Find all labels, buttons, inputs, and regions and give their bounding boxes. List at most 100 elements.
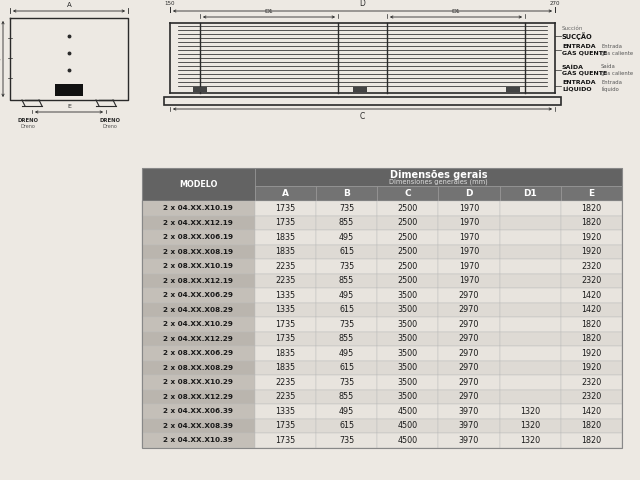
- Text: Saída: Saída: [601, 64, 616, 70]
- Bar: [55, 84, 83, 96]
- Bar: [316, 317, 377, 332]
- Text: 1820: 1820: [581, 334, 602, 343]
- Bar: [377, 302, 438, 317]
- Bar: [316, 419, 377, 433]
- Bar: [377, 259, 438, 274]
- Text: Entrada: Entrada: [601, 45, 622, 49]
- Text: 2235: 2235: [275, 276, 296, 285]
- Bar: [500, 244, 561, 259]
- Text: 1735: 1735: [275, 320, 296, 329]
- Text: 2 x 08.XX.X08.19: 2 x 08.XX.X08.19: [163, 249, 234, 255]
- Text: 2970: 2970: [459, 349, 479, 358]
- Bar: [438, 419, 500, 433]
- Text: 1970: 1970: [459, 262, 479, 271]
- Text: 1335: 1335: [275, 407, 296, 416]
- Text: 1320: 1320: [520, 407, 540, 416]
- Bar: [500, 186, 561, 201]
- Text: LÍQUIDO: LÍQUIDO: [562, 86, 591, 92]
- Bar: [500, 216, 561, 230]
- Bar: [500, 274, 561, 288]
- Text: 3970: 3970: [459, 421, 479, 430]
- Text: B: B: [343, 189, 350, 198]
- Text: 2 x 08.XX.X12.19: 2 x 08.XX.X12.19: [163, 278, 234, 284]
- Text: 2320: 2320: [581, 276, 602, 285]
- Bar: [377, 332, 438, 346]
- Bar: [142, 168, 255, 201]
- Bar: [500, 332, 561, 346]
- Bar: [438, 375, 500, 389]
- Text: 2 x 04.XX.X06.39: 2 x 04.XX.X06.39: [163, 408, 234, 414]
- Bar: [377, 433, 438, 447]
- Text: 2500: 2500: [397, 233, 418, 242]
- Bar: [377, 375, 438, 389]
- Text: 2970: 2970: [459, 363, 479, 372]
- Text: D1: D1: [524, 189, 537, 198]
- Text: 615: 615: [339, 421, 354, 430]
- Text: 1920: 1920: [581, 349, 602, 358]
- Bar: [316, 186, 377, 201]
- Text: 3500: 3500: [397, 349, 418, 358]
- Bar: [255, 317, 316, 332]
- Text: 2 x 04.XX.X08.29: 2 x 04.XX.X08.29: [163, 307, 234, 313]
- Text: DRENO: DRENO: [99, 118, 120, 123]
- Text: E: E: [588, 189, 595, 198]
- Bar: [377, 317, 438, 332]
- Text: 735: 735: [339, 204, 354, 213]
- Text: DRENO: DRENO: [17, 118, 38, 123]
- Text: A: A: [282, 189, 289, 198]
- Text: 1970: 1970: [459, 204, 479, 213]
- Text: 1970: 1970: [459, 247, 479, 256]
- Bar: [561, 332, 622, 346]
- Text: 615: 615: [339, 305, 354, 314]
- Bar: [438, 216, 500, 230]
- Bar: [561, 302, 622, 317]
- Bar: [500, 419, 561, 433]
- Bar: [142, 216, 255, 230]
- Bar: [561, 244, 622, 259]
- Bar: [255, 288, 316, 302]
- Text: 855: 855: [339, 276, 354, 285]
- Bar: [561, 389, 622, 404]
- Bar: [500, 375, 561, 389]
- Text: 2500: 2500: [397, 262, 418, 271]
- Text: D: D: [360, 0, 365, 8]
- Bar: [438, 230, 500, 244]
- Bar: [255, 389, 316, 404]
- Bar: [500, 302, 561, 317]
- Bar: [438, 317, 500, 332]
- Text: ENTRADA: ENTRADA: [562, 81, 596, 85]
- Text: 1420: 1420: [581, 291, 602, 300]
- Bar: [316, 375, 377, 389]
- Text: D1: D1: [452, 9, 460, 14]
- Bar: [377, 419, 438, 433]
- Text: 2320: 2320: [581, 262, 602, 271]
- Bar: [316, 389, 377, 404]
- Text: 2 x 04.XX.X12.19: 2 x 04.XX.X12.19: [163, 220, 234, 226]
- Bar: [438, 288, 500, 302]
- Text: 1820: 1820: [581, 218, 602, 227]
- Bar: [438, 274, 500, 288]
- Text: 2 x 04.XX.X10.19: 2 x 04.XX.X10.19: [163, 205, 234, 211]
- Bar: [142, 302, 255, 317]
- Bar: [316, 360, 377, 375]
- Bar: [316, 288, 377, 302]
- Bar: [316, 302, 377, 317]
- Bar: [142, 404, 255, 419]
- Bar: [561, 201, 622, 216]
- Bar: [438, 389, 500, 404]
- Text: C: C: [404, 189, 411, 198]
- Text: 3500: 3500: [397, 392, 418, 401]
- Bar: [316, 230, 377, 244]
- Bar: [255, 302, 316, 317]
- Bar: [438, 244, 500, 259]
- Bar: [561, 186, 622, 201]
- Text: 1735: 1735: [275, 436, 296, 445]
- Text: 2970: 2970: [459, 392, 479, 401]
- Bar: [438, 404, 500, 419]
- Bar: [255, 360, 316, 375]
- Bar: [142, 317, 255, 332]
- Text: GÁS QUENTE: GÁS QUENTE: [562, 70, 607, 76]
- Text: 1820: 1820: [581, 320, 602, 329]
- Bar: [316, 216, 377, 230]
- Text: 1970: 1970: [459, 276, 479, 285]
